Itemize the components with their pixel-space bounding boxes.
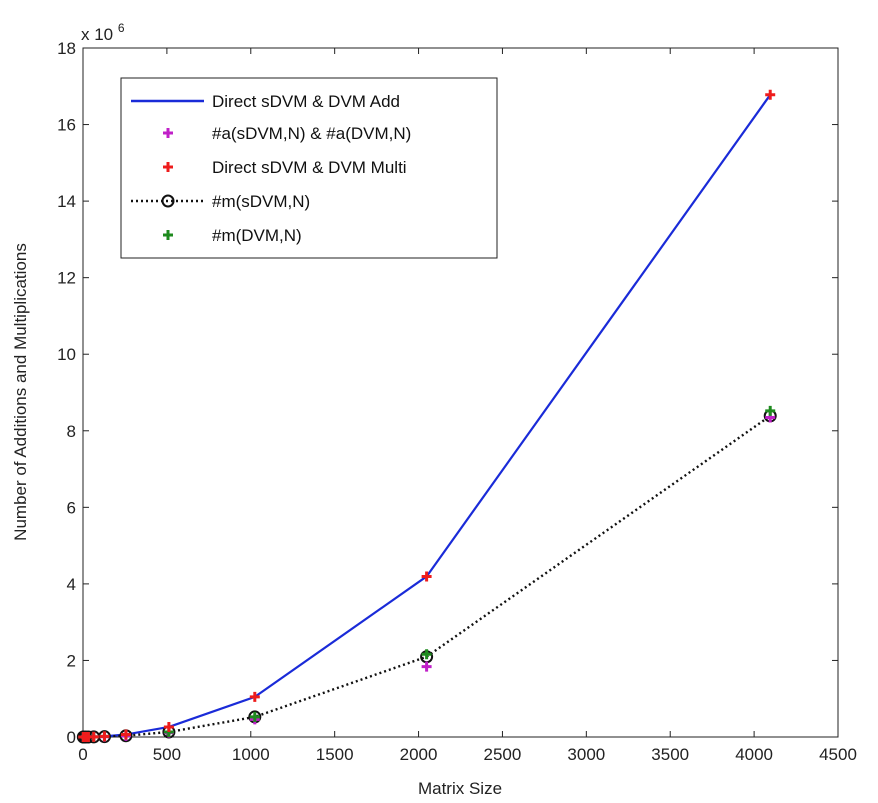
data-point-m-dvm xyxy=(765,405,776,416)
y-tick-label: 8 xyxy=(67,422,76,441)
legend-swatch-marker xyxy=(163,128,173,138)
y-tick-label: 4 xyxy=(67,575,76,594)
legend-label: #m(DVM,N) xyxy=(212,226,302,245)
legend-swatch-marker xyxy=(163,230,173,240)
y-tick-label: 18 xyxy=(57,39,76,58)
x-tick-label: 2000 xyxy=(400,745,438,764)
data-point-direct-multi xyxy=(765,89,776,100)
data-point-direct-multi xyxy=(99,731,110,742)
x-tick-label: 4000 xyxy=(735,745,773,764)
axis-ticks: 0 500 1000 1500 2000 2500 3000 3500 4000 4500 0 2 4 6… xyxy=(57,39,857,764)
data-point-m-sdvm xyxy=(97,730,111,744)
data-point-direct-multi xyxy=(120,729,131,740)
legend-item: Direct sDVM & DVM Multi xyxy=(163,158,407,177)
y-tick-label: 0 xyxy=(67,728,76,747)
y-tick-label: 14 xyxy=(57,192,76,211)
y-tick-label: 6 xyxy=(67,498,76,517)
x-tick-label: 0 xyxy=(78,745,87,764)
y-tick-label: 16 xyxy=(57,116,76,135)
legend-label: Direct sDVM & DVM Add xyxy=(212,92,400,111)
data-point-direct-multi xyxy=(249,691,260,702)
x-axis-label: Matrix Size xyxy=(418,779,502,798)
data-point-direct-multi xyxy=(88,731,99,742)
x-tick-label: 500 xyxy=(153,745,181,764)
legend-label: #a(sDVM,N) & #a(DVM,N) xyxy=(212,124,411,143)
legend-label: #m(sDVM,N) xyxy=(212,192,310,211)
x-tick-label: 1000 xyxy=(232,745,270,764)
data-point-a-sdvm-dvm xyxy=(421,661,432,672)
x-tick-label: 3000 xyxy=(567,745,605,764)
x-tick-label: 1500 xyxy=(316,745,354,764)
x-tick-label: 3500 xyxy=(651,745,689,764)
legend-label: Direct sDVM & DVM Multi xyxy=(212,158,407,177)
legend-item: #a(sDVM,N) & #a(DVM,N) xyxy=(163,124,411,143)
y-multiplier-label: x 10 6 xyxy=(81,21,125,44)
legend-box xyxy=(120,77,498,259)
data-point-direct-multi xyxy=(421,571,432,582)
x-tick-label: 4500 xyxy=(819,745,857,764)
legend-item: Direct sDVM & DVM Add xyxy=(131,92,400,111)
x-tick-label: 2500 xyxy=(484,745,522,764)
data-point-direct-multi xyxy=(163,721,174,732)
series-layer xyxy=(76,89,777,744)
data-point-m-dvm xyxy=(249,711,260,722)
data-point-m-dvm xyxy=(421,649,432,660)
y-multiplier-exponent: 6 xyxy=(118,21,125,35)
legend-swatch-marker xyxy=(161,194,175,208)
y-axis-label: Number of Additions and Multiplications xyxy=(11,243,30,541)
y-tick-label: 12 xyxy=(57,269,76,288)
legend-item: #m(DVM,N) xyxy=(163,226,302,245)
y-tick-label: 10 xyxy=(57,345,76,364)
legend-item: #m(sDVM,N) xyxy=(131,192,310,211)
y-tick-label: 2 xyxy=(67,651,76,670)
legend: Direct sDVM & DVM Add #a(sDVM,N) & #a(DVM… xyxy=(120,77,498,259)
legend-swatch-marker xyxy=(163,162,173,172)
series-2 xyxy=(78,89,776,742)
